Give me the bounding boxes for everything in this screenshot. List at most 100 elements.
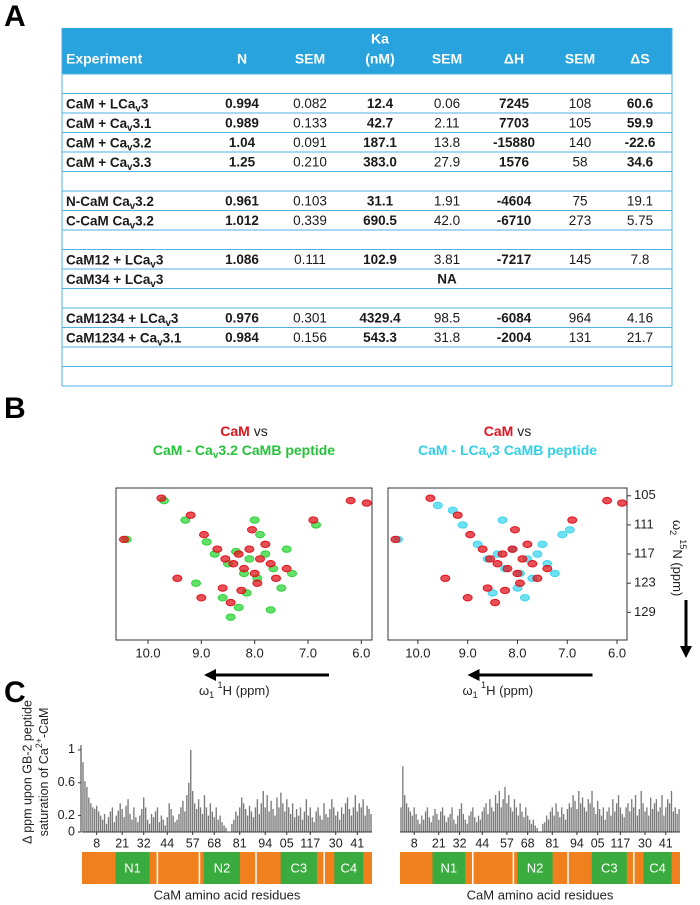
bar xyxy=(612,799,614,832)
bar xyxy=(525,807,527,832)
subscript: v xyxy=(130,200,136,211)
text-part: CaM1234 + LCa xyxy=(66,310,166,325)
bar xyxy=(264,807,266,832)
bar xyxy=(215,807,217,832)
panel-label: C xyxy=(4,676,26,709)
bar xyxy=(211,811,213,832)
bar xyxy=(655,799,658,832)
peak xyxy=(196,594,207,602)
bar xyxy=(364,815,366,832)
subscript: v xyxy=(157,337,163,348)
bar xyxy=(409,811,412,832)
bar xyxy=(413,807,415,832)
bar xyxy=(289,813,292,832)
y-tick-label: 123 xyxy=(634,575,656,590)
bar xyxy=(231,823,233,832)
bar xyxy=(305,799,308,832)
bar xyxy=(595,813,597,832)
bar xyxy=(589,803,591,832)
peak xyxy=(512,569,523,578)
bar xyxy=(170,809,172,832)
bar xyxy=(472,807,474,832)
bar xyxy=(434,809,436,832)
x-tick-label: 30 xyxy=(329,836,343,850)
bar xyxy=(180,807,182,832)
bar xyxy=(103,813,106,832)
x-tick-label: 9.0 xyxy=(459,645,477,660)
bar xyxy=(162,819,165,832)
bar xyxy=(440,811,442,832)
table-cell: 1576 xyxy=(499,154,530,169)
bar xyxy=(523,817,525,832)
text-part: CaM1234 + Ca xyxy=(66,330,158,345)
text-part: 3.2 CaMB peptide xyxy=(218,442,335,458)
text-part: CaM + LCa xyxy=(66,96,136,111)
subscript: v xyxy=(127,122,133,133)
bar xyxy=(309,807,311,832)
bar xyxy=(146,819,149,832)
bar xyxy=(636,815,639,832)
bar xyxy=(252,817,255,832)
bar xyxy=(148,823,151,832)
bar xyxy=(164,825,166,832)
bar xyxy=(631,799,633,832)
bar xyxy=(621,813,623,832)
x-tick-label: 8.0 xyxy=(246,645,264,660)
text-part: 3.2 xyxy=(135,193,154,208)
table-cell: 0.082 xyxy=(293,96,327,111)
bar xyxy=(570,807,572,832)
text-part: H (ppm) xyxy=(486,683,533,698)
bar xyxy=(184,811,186,832)
subscript: v xyxy=(213,450,219,461)
bar xyxy=(479,819,482,832)
table-cell: 145 xyxy=(569,252,592,267)
peak xyxy=(244,555,255,563)
bar xyxy=(323,803,325,832)
subscript: v xyxy=(130,220,136,231)
bar xyxy=(297,815,300,832)
arrow-head xyxy=(680,646,692,658)
label: N-CaM Cav3.2 xyxy=(66,193,154,211)
bar xyxy=(659,807,661,832)
bar xyxy=(168,803,170,832)
bar xyxy=(634,795,637,832)
bar xyxy=(158,822,161,832)
table-cell: -2004 xyxy=(497,330,532,345)
ef-hand xyxy=(517,852,553,884)
bar xyxy=(119,803,121,832)
bar xyxy=(492,811,495,832)
domain-label: C4 xyxy=(340,860,357,875)
bar xyxy=(317,807,319,832)
peak xyxy=(260,540,271,549)
label: C-CaM Cav3.2 xyxy=(66,213,154,231)
peak xyxy=(265,606,276,614)
x-tick-label: 94 xyxy=(570,836,584,850)
bar xyxy=(566,809,569,832)
text-part: ω xyxy=(199,683,209,698)
x-tick-label: 8.0 xyxy=(508,645,526,660)
domain-label: C3 xyxy=(290,860,307,875)
bar xyxy=(487,813,489,832)
bar xyxy=(610,815,612,832)
bar xyxy=(150,813,153,832)
bar xyxy=(331,799,333,832)
table-cell: 273 xyxy=(569,213,592,228)
bar xyxy=(481,811,483,832)
table-cell: 0.133 xyxy=(293,115,327,130)
table-cell: 3.81 xyxy=(434,252,460,267)
bar xyxy=(137,822,139,832)
peak xyxy=(497,550,508,558)
bar xyxy=(205,807,208,832)
table-cell: 34.6 xyxy=(627,154,654,169)
bar xyxy=(270,800,272,832)
table-cell: 543.3 xyxy=(363,330,397,345)
text-part: CaM + Ca xyxy=(66,154,128,169)
bar xyxy=(201,813,204,832)
bar xyxy=(453,819,455,832)
bar xyxy=(511,811,514,832)
table-cell: 1.012 xyxy=(225,213,259,228)
bar xyxy=(99,815,102,832)
y-tick-label: 1 xyxy=(68,742,75,756)
text-part: 3 xyxy=(171,310,179,325)
table-cell: 98.5 xyxy=(434,310,460,325)
